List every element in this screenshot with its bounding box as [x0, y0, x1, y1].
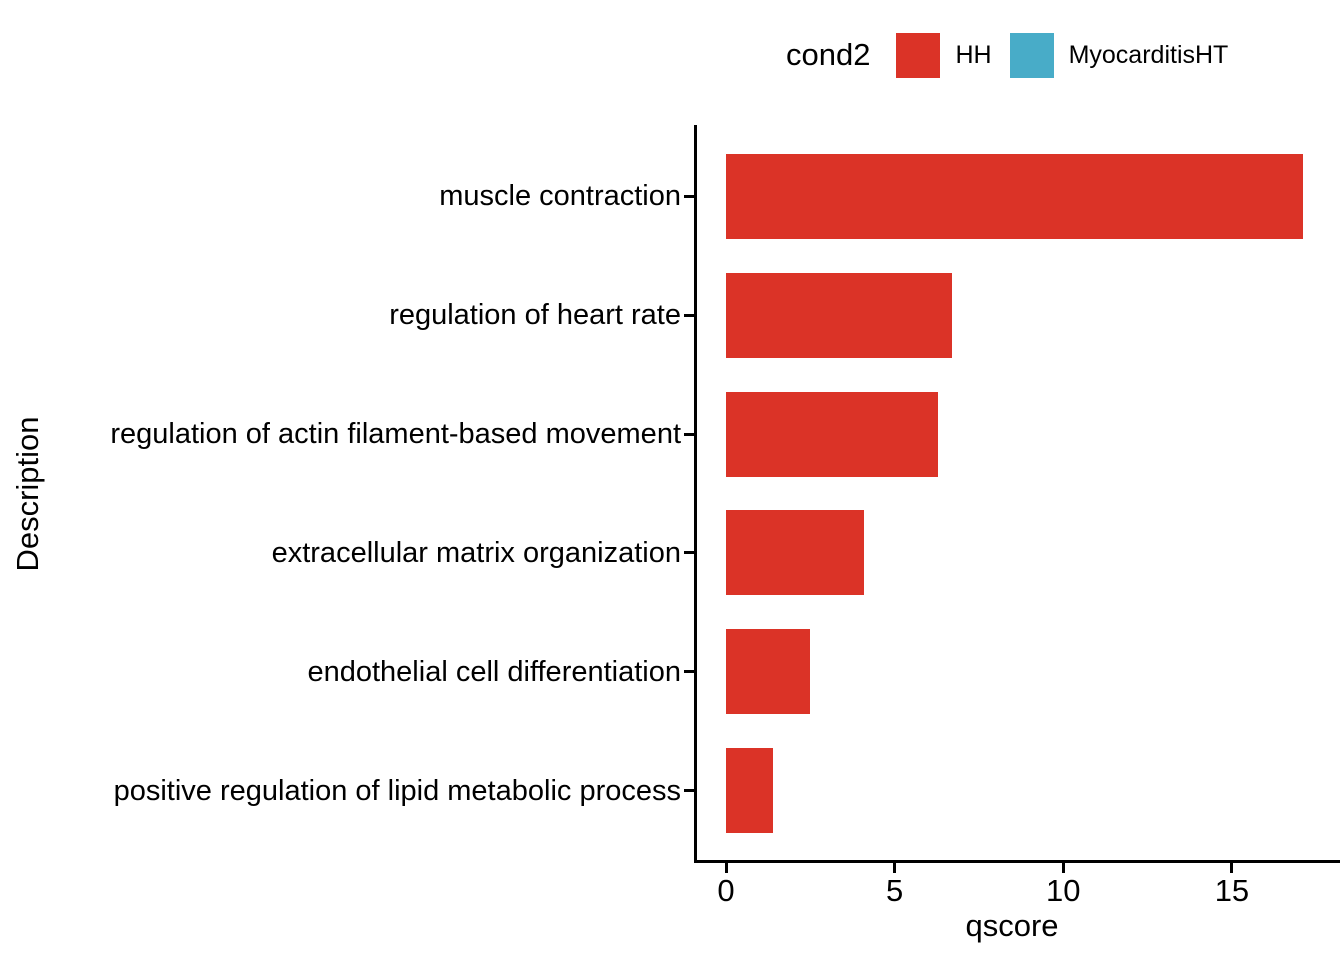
y-axis-label-3: extracellular matrix organization	[271, 536, 681, 569]
x-axis-line	[694, 860, 1340, 863]
y-axis-label-5: positive regulation of lipid metabolic p…	[113, 774, 681, 807]
bar-hh-2	[726, 391, 939, 477]
x-axis-tick-1	[893, 863, 897, 873]
bar-hh-5	[726, 748, 774, 834]
legend-label-myocarditisht: MyocarditisHT	[1068, 40, 1229, 69]
y-axis-label-1: regulation of heart rate	[389, 299, 681, 332]
x-axis-title: qscore	[965, 908, 1059, 943]
y-axis-label-4: endothelial cell differentiation	[307, 655, 681, 688]
legend-title: cond2	[786, 37, 871, 72]
y-axis-tick-4	[684, 670, 694, 674]
y-axis-tick-1	[684, 313, 694, 317]
bar-hh-1	[726, 272, 952, 358]
x-axis-tick-label-2: 10	[1046, 873, 1081, 908]
x-axis-tick-label-3: 15	[1214, 873, 1250, 908]
x-axis-tick-0	[724, 863, 728, 873]
legend-swatch-hh	[896, 32, 941, 78]
y-axis-label-0: muscle contraction	[439, 180, 681, 213]
x-axis-tick-3	[1230, 863, 1234, 873]
bar-hh-0	[726, 153, 1303, 239]
y-axis-tick-2	[684, 432, 694, 436]
y-axis-line	[694, 125, 697, 862]
x-axis-tick-label-0: 0	[717, 873, 735, 908]
bar-hh-3	[726, 510, 865, 596]
legend-label-hh: HH	[955, 40, 992, 69]
x-axis-tick-2	[1061, 863, 1065, 873]
x-axis-tick-label-1: 5	[886, 873, 904, 908]
legend: cond2 HH MyocarditisHT	[786, 26, 1246, 84]
legend-swatch-myocarditisht	[1009, 32, 1054, 78]
bar-hh-4	[726, 629, 811, 715]
y-axis-tick-5	[684, 789, 694, 793]
y-axis-tick-3	[684, 551, 694, 555]
y-axis-label-2: regulation of actin filament-based movem…	[110, 418, 681, 451]
y-axis-tick-0	[684, 194, 694, 198]
